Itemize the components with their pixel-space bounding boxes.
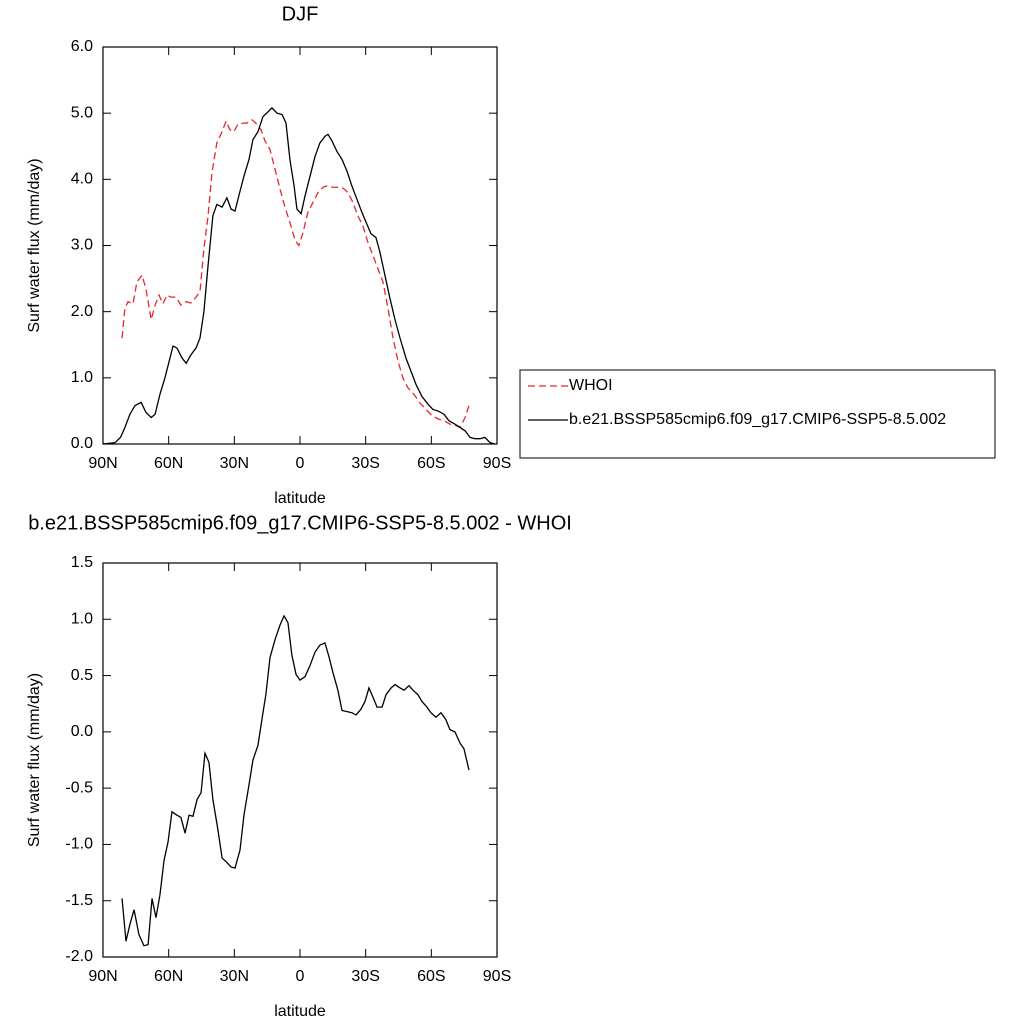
y-tick-label: 1.0 [71, 611, 93, 628]
x-tick-label: 60N [154, 968, 183, 985]
y-tick-label: -0.5 [65, 779, 93, 796]
x-tick-label: 90S [483, 455, 511, 472]
y-axis-label: Surf water flux (mm/day) [26, 158, 43, 332]
x-tick-label: 90N [88, 968, 117, 985]
x-tick-label: 0 [296, 968, 305, 985]
x-tick-label: 30S [351, 455, 379, 472]
x-axis-label: latitude [274, 1003, 326, 1020]
chart-title: b.e21.BSSP585cmip6.f09_g17.CMIP6-SSP5-8.… [28, 512, 572, 534]
legend-label: WHOI [569, 377, 613, 394]
data-line [121, 118, 470, 429]
y-tick-label: 5.0 [71, 104, 93, 121]
y-tick-label: 1.0 [71, 369, 93, 386]
x-tick-label: 0 [296, 455, 305, 472]
x-tick-label: 90S [483, 968, 511, 985]
y-axis-label: Surf water flux (mm/day) [26, 673, 43, 847]
data-line [121, 614, 470, 947]
y-tick-label: -1.0 [65, 836, 93, 853]
y-tick-label: 0.5 [71, 667, 93, 684]
y-tick-label: 2.0 [71, 303, 93, 320]
y-tick-label: 0.0 [71, 435, 93, 452]
y-tick-label: -2.0 [65, 948, 93, 965]
y-tick-label: 1.5 [71, 554, 93, 571]
x-tick-label: 30S [351, 968, 379, 985]
plot-frame [102, 562, 498, 958]
legend-label: b.e21.BSSP585cmip6.f09_g17.CMIP6-SSP5-8.… [569, 411, 946, 428]
x-tick-label: 60S [417, 455, 445, 472]
data-line [102, 106, 495, 445]
y-tick-label: -1.5 [65, 892, 93, 909]
y-tick-label: 0.0 [71, 723, 93, 740]
x-tick-label: 30N [220, 455, 249, 472]
x-tick-label: 60N [154, 455, 183, 472]
y-tick-label: 4.0 [71, 171, 93, 188]
x-tick-label: 90N [88, 455, 117, 472]
y-tick-label: 6.0 [71, 38, 93, 55]
x-tick-label: 30N [220, 968, 249, 985]
x-axis-label: latitude [274, 490, 326, 507]
chart-title: DJF [282, 3, 319, 25]
legend-box [519, 369, 996, 459]
y-tick-label: 3.0 [71, 237, 93, 254]
plot-frame [102, 46, 498, 445]
x-tick-label: 60S [417, 968, 445, 985]
